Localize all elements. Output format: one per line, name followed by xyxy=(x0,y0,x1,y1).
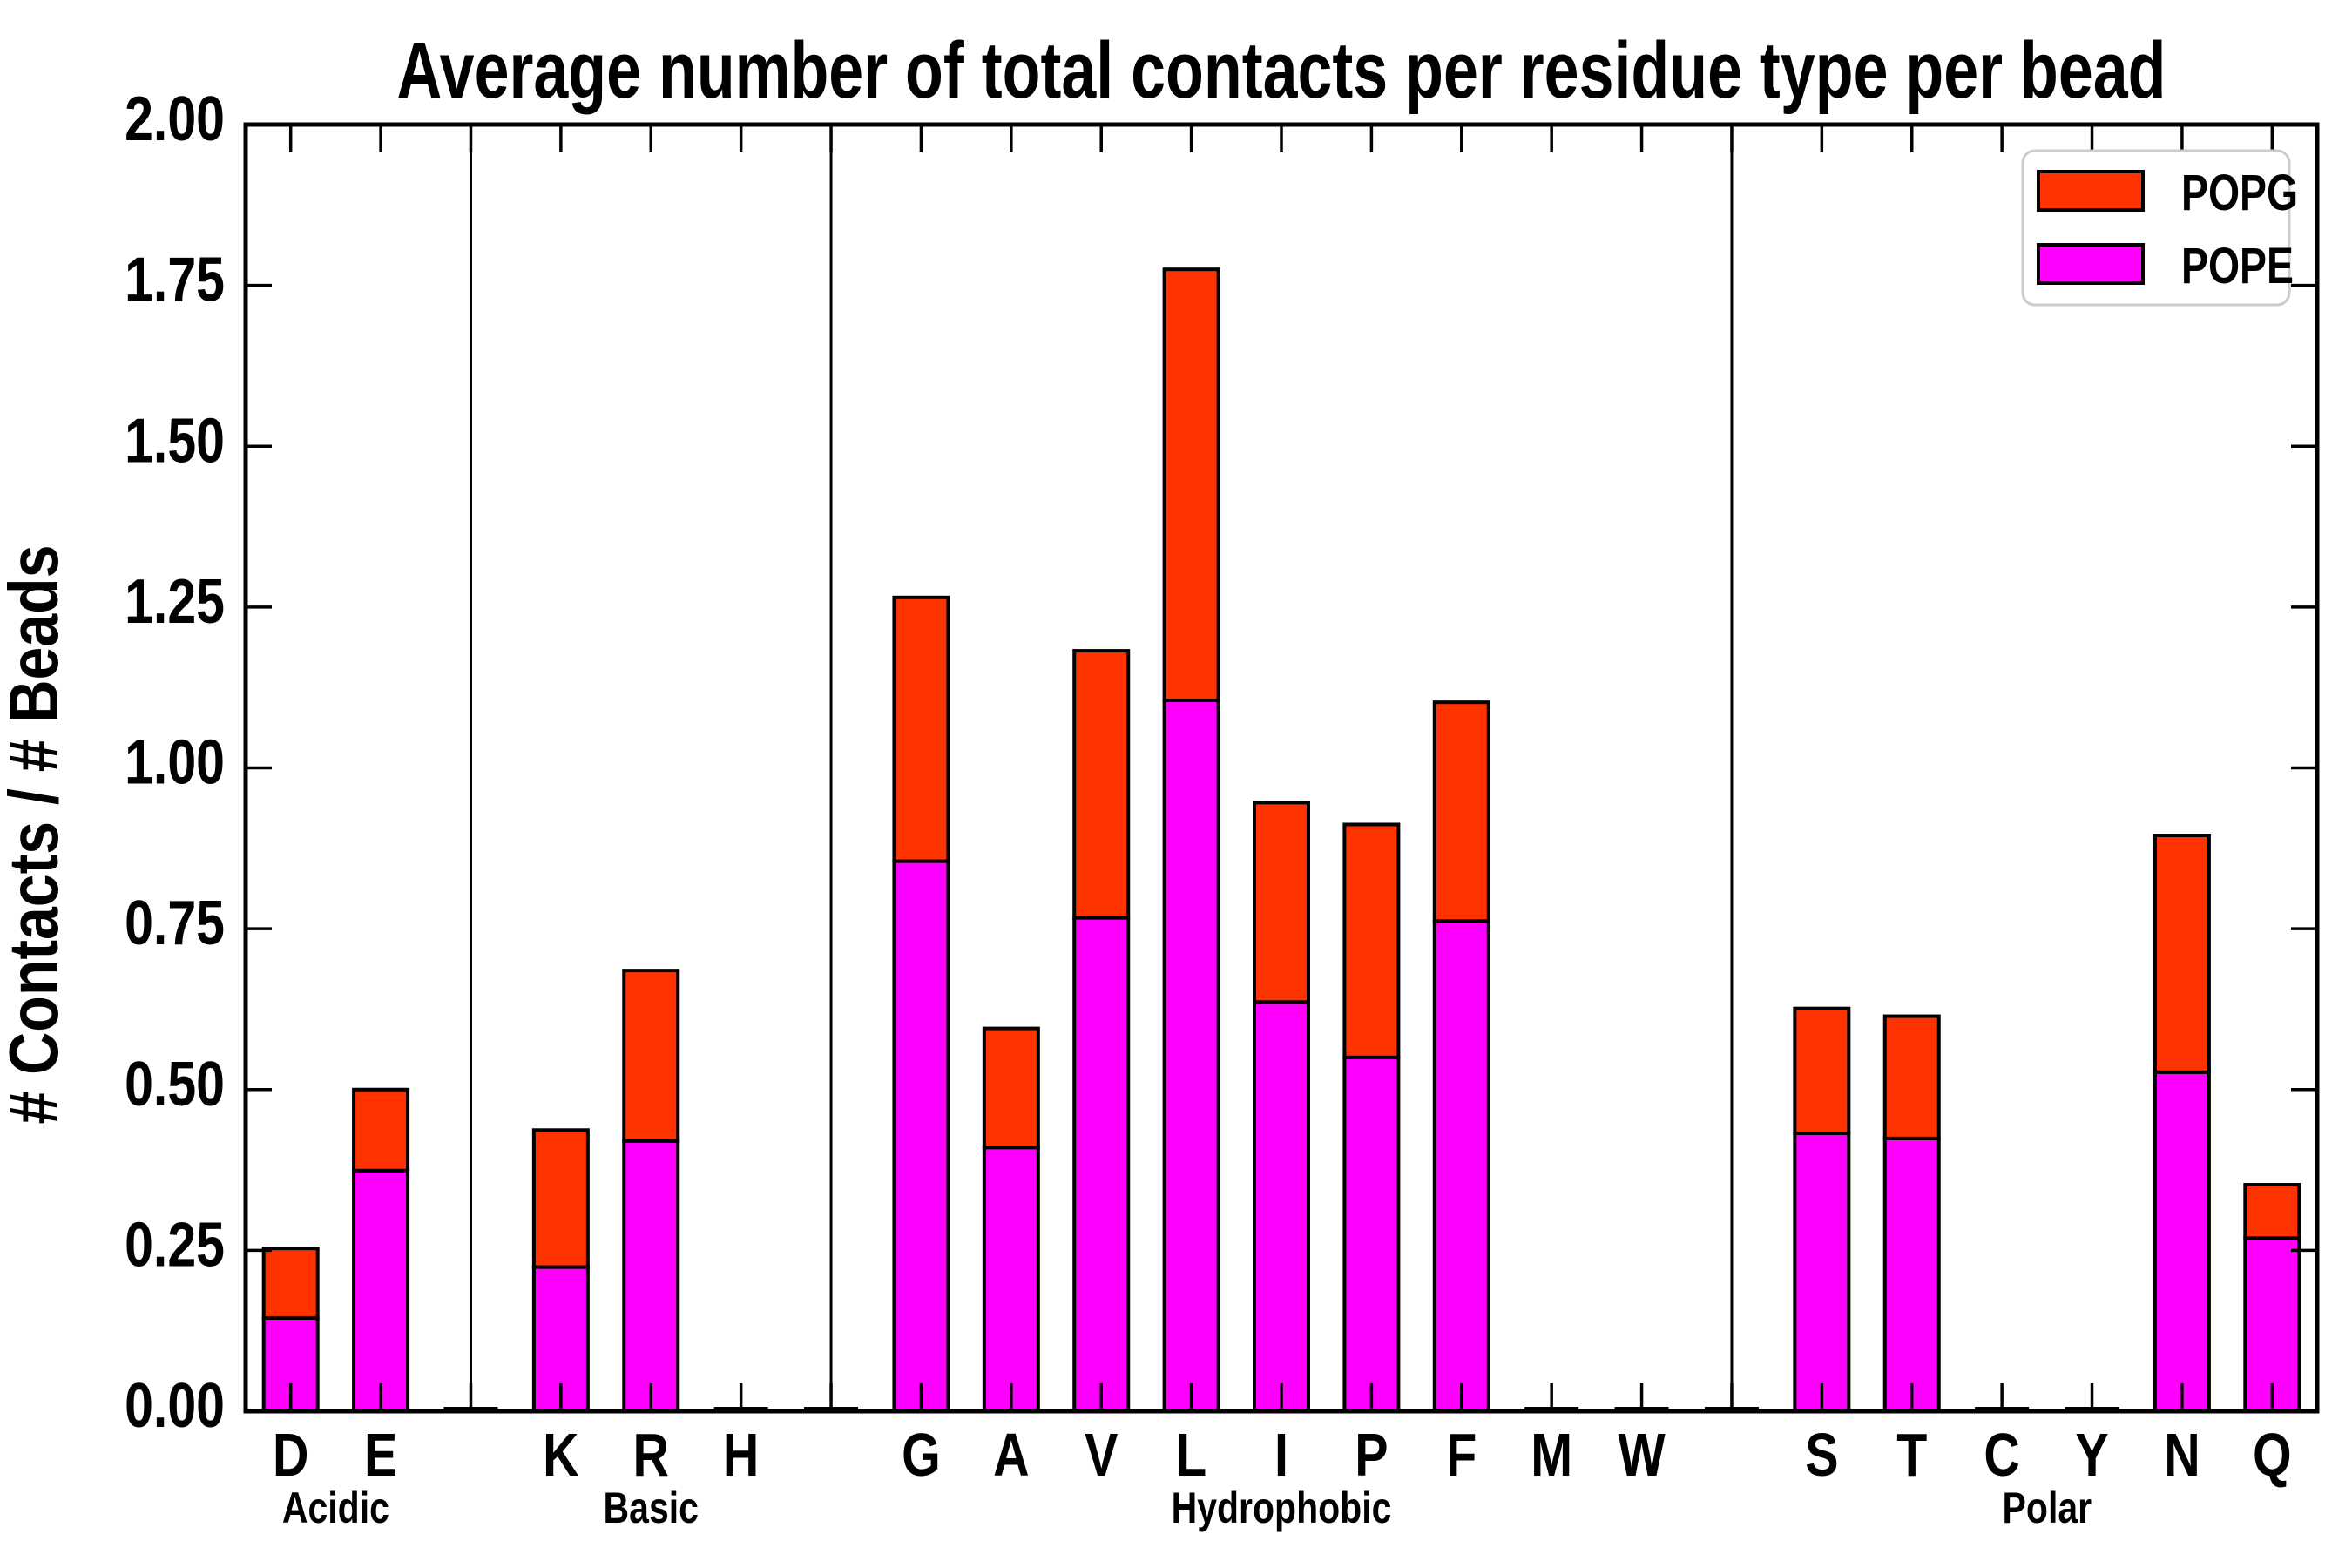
x-tick-label-N: N xyxy=(2164,1421,2200,1490)
bar-segment-popg-R xyxy=(622,969,680,1143)
x-tick-label-P: P xyxy=(1355,1421,1388,1490)
bar-segment-pope-A xyxy=(982,1146,1040,1413)
y-tick-label-1.25: 1.25 xyxy=(125,565,225,636)
legend-swatch-popg xyxy=(2037,170,2145,212)
y-tick-label-0.75: 0.75 xyxy=(125,888,225,958)
group-label-polar: Polar xyxy=(2003,1484,2092,1532)
x-tick-label-V: V xyxy=(1085,1421,1119,1490)
bar-segment-popg-F xyxy=(1432,700,1490,923)
bar-segment-popg-E xyxy=(352,1087,410,1173)
x-tick-label-S: S xyxy=(1805,1421,1838,1490)
y-tick-label-1.75: 1.75 xyxy=(125,244,225,314)
bar-segment-pope-L xyxy=(1162,698,1220,1413)
x-tick-label-Y: Y xyxy=(2075,1421,2108,1490)
bar-segment-popg-V xyxy=(1072,649,1131,920)
bar-segment-pope-S xyxy=(1793,1131,1851,1414)
x-tick-label-T: T xyxy=(1896,1421,1927,1490)
bar-segment-popg-P xyxy=(1342,822,1401,1059)
bar-segment-popg-I xyxy=(1253,801,1310,1004)
bar-segment-pope-F xyxy=(1432,919,1490,1413)
bar-segment-popg-A xyxy=(982,1026,1040,1150)
bar-segment-pope-R xyxy=(622,1139,680,1413)
y-axis-label: # Contacts / # Beads xyxy=(0,544,72,1124)
bar-segment-popg-D xyxy=(261,1247,320,1320)
y-tick-label-0.25: 0.25 xyxy=(125,1209,225,1280)
x-tick-label-M: M xyxy=(1531,1421,1572,1490)
bar-segment-popg-N xyxy=(2153,834,2211,1074)
bar-segment-popg-Q xyxy=(2243,1183,2301,1240)
legend-swatch-pope xyxy=(2037,243,2145,285)
bar-segment-pope-I xyxy=(1253,1000,1310,1413)
bar-segment-popg-S xyxy=(1793,1006,1851,1135)
bar-segment-popg-K xyxy=(531,1128,590,1269)
legend-label-popg: POPG xyxy=(2181,165,2298,221)
x-tick-label-C: C xyxy=(1984,1421,2019,1490)
x-tick-label-H: H xyxy=(723,1421,759,1490)
x-tick-label-Q: Q xyxy=(2253,1421,2292,1490)
x-tick-label-G: G xyxy=(902,1421,941,1490)
bar-segment-popg-T xyxy=(1882,1014,1941,1140)
chart-title: Average number of total contacts per res… xyxy=(396,25,2166,115)
y-tick-label-1.50: 1.50 xyxy=(125,405,225,476)
y-tick-label-1.00: 1.00 xyxy=(125,727,225,797)
bar-segment-pope-N xyxy=(2153,1070,2211,1414)
x-tick-label-E: E xyxy=(364,1421,397,1490)
bar-segment-pope-E xyxy=(352,1168,410,1414)
x-tick-label-K: K xyxy=(543,1421,578,1490)
y-tick-label-2.00: 2.00 xyxy=(125,83,225,153)
bar-segment-pope-P xyxy=(1342,1055,1401,1413)
bar-segment-popg-L xyxy=(1162,267,1220,702)
bar-segment-pope-G xyxy=(892,859,950,1413)
x-tick-label-F: F xyxy=(1446,1421,1477,1490)
plot-frame xyxy=(243,122,2320,1414)
bar-segment-pope-T xyxy=(1882,1136,1941,1413)
group-label-hydrophobic: Hydrophobic xyxy=(1172,1484,1392,1532)
group-label-basic: Basic xyxy=(604,1484,699,1532)
y-tick-label-0.00: 0.00 xyxy=(125,1369,225,1440)
bar-segment-pope-V xyxy=(1072,916,1131,1414)
x-tick-label-A: A xyxy=(993,1421,1029,1490)
x-tick-label-R: R xyxy=(633,1421,669,1490)
x-tick-label-W: W xyxy=(1618,1421,1666,1490)
y-tick-label-0.50: 0.50 xyxy=(125,1048,225,1119)
bar-segment-popg-G xyxy=(892,595,950,863)
group-label-acidic: Acidic xyxy=(282,1484,389,1532)
legend-label-pope: POPE xyxy=(2181,238,2294,294)
x-tick-label-L: L xyxy=(1176,1421,1206,1490)
x-tick-label-I: I xyxy=(1274,1421,1288,1490)
x-tick-label-D: D xyxy=(273,1421,308,1490)
